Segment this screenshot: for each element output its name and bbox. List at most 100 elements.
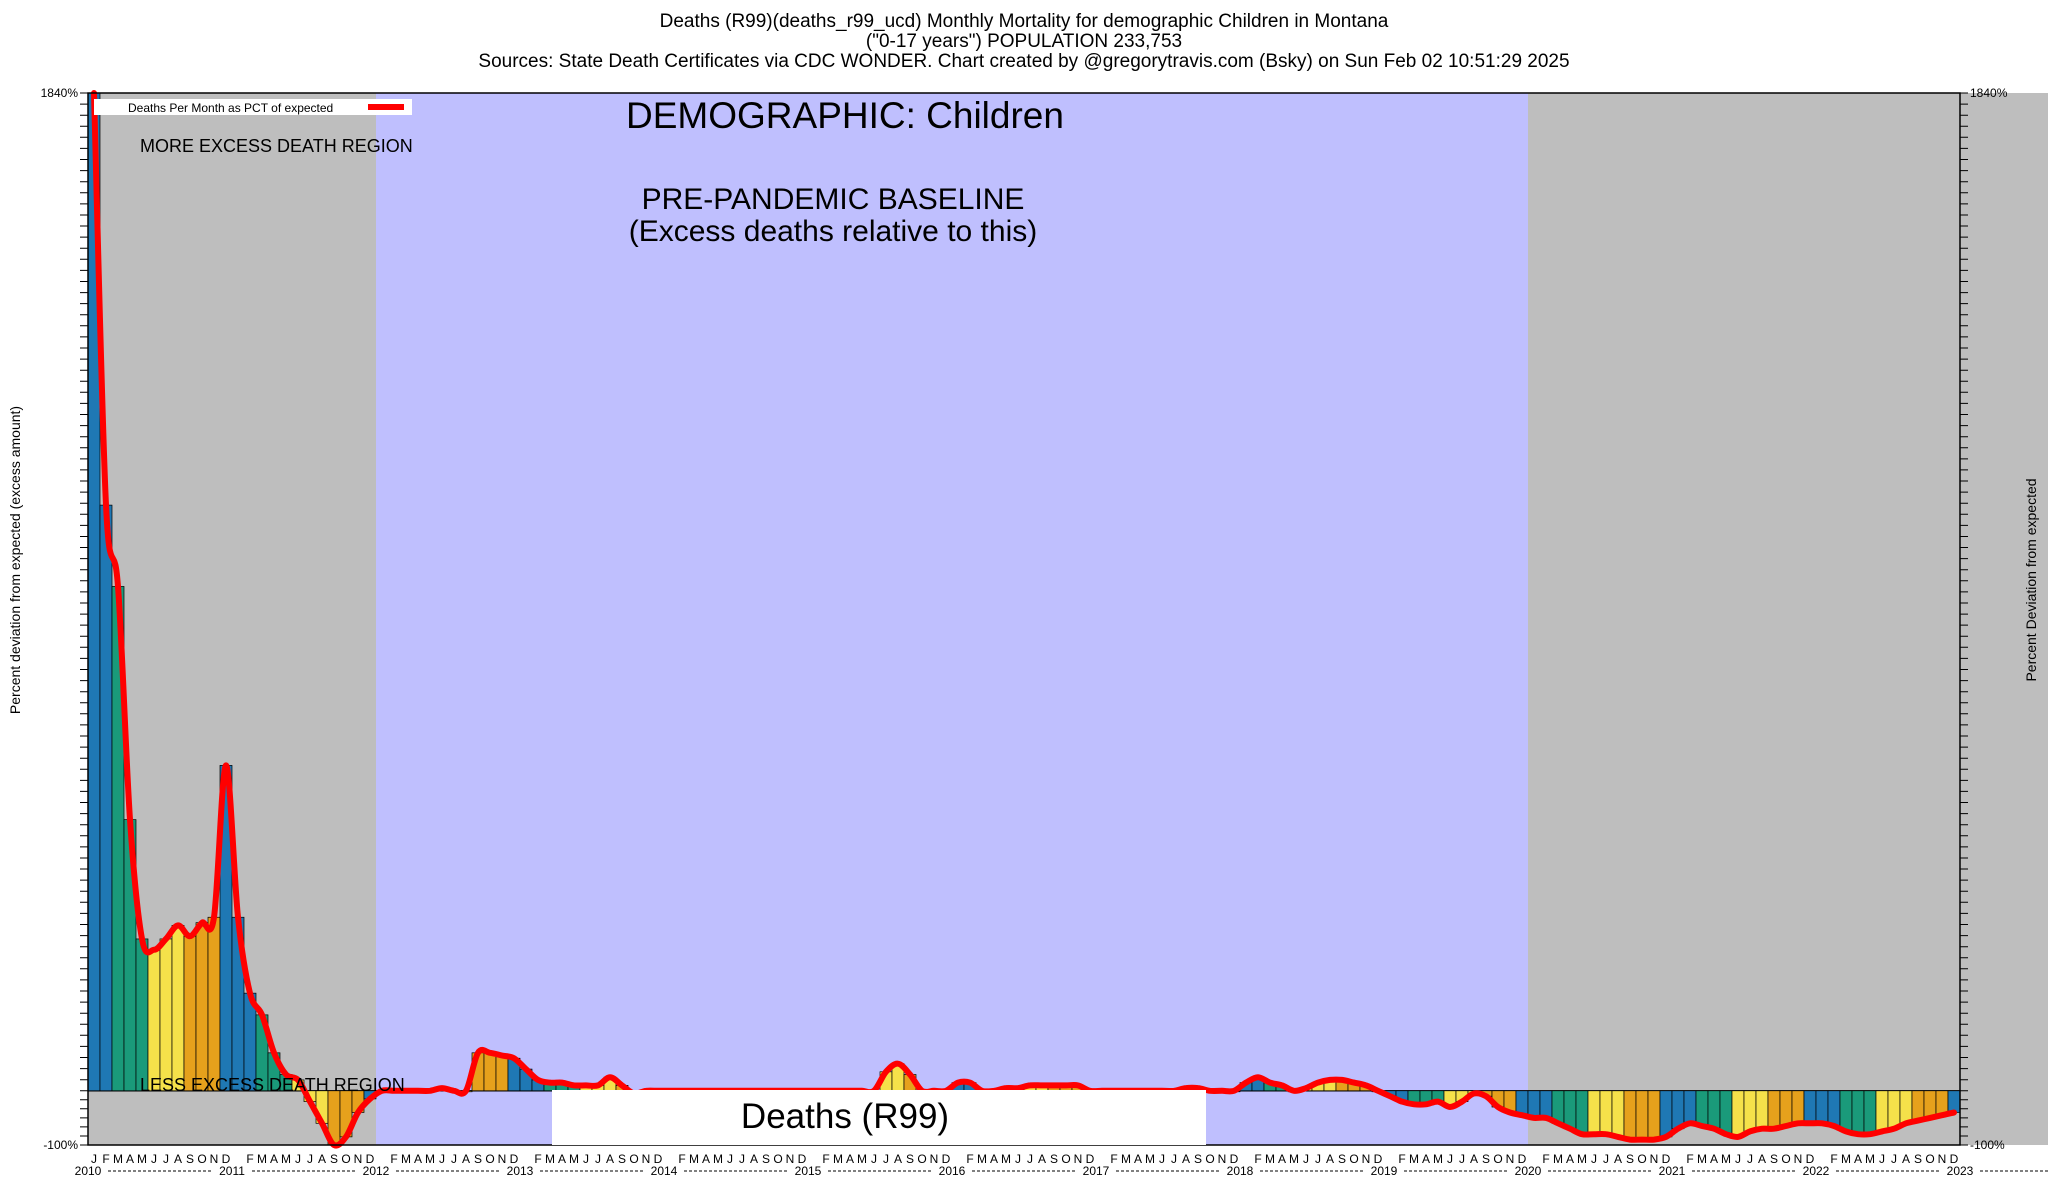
x-month-label: J (1603, 1152, 1609, 1166)
x-month-label: D (1806, 1152, 1815, 1166)
x-month-label: A (990, 1152, 998, 1166)
x-year-label: 2016 (939, 1164, 966, 1178)
x-month-label: F (678, 1152, 685, 1166)
x-year-label: 2018 (1227, 1164, 1254, 1178)
x-month-label: J (163, 1152, 169, 1166)
bar-121 (1539, 1090, 1553, 1119)
x-month-label: M (425, 1152, 435, 1166)
x-month-label: D (1230, 1152, 1239, 1166)
bar-148 (1863, 1090, 1877, 1135)
x-month-label: J (91, 1152, 97, 1166)
x-month-label: M (1121, 1152, 1131, 1166)
x-month-label: N (930, 1152, 939, 1166)
bar-9 (195, 922, 209, 1092)
x-month-label: A (1134, 1152, 1142, 1166)
x-month-label: J (1015, 1152, 1021, 1166)
x-month-label: A (1422, 1152, 1430, 1166)
x-month-label: M (1001, 1152, 1011, 1166)
x-month-label: J (1747, 1152, 1753, 1166)
demographic-label: DEMOGRAPHIC: Children (626, 95, 1064, 136)
x-month-label: J (1891, 1152, 1897, 1166)
x-month-label: M (113, 1152, 123, 1166)
x-month-label: D (1518, 1152, 1527, 1166)
x-month-label: J (451, 1152, 457, 1166)
x-month-label: D (1662, 1152, 1671, 1166)
bar-127 (1611, 1090, 1625, 1138)
x-month-label: J (1447, 1152, 1453, 1166)
x-month-label: N (354, 1152, 363, 1166)
x-month-label: F (1398, 1152, 1405, 1166)
x-month-label: J (739, 1152, 745, 1166)
less-excess-label: LESS EXCESS DEATH REGION (140, 1075, 405, 1095)
x-month-label: J (1315, 1152, 1321, 1166)
baseline-sublabel: (Excess deaths relative to this) (629, 215, 1038, 248)
x-month-label: F (1542, 1152, 1549, 1166)
x-year-label: 2013 (507, 1164, 534, 1178)
x-month-label: A (894, 1152, 902, 1166)
x-month-label: S (1482, 1152, 1490, 1166)
bar-152 (1911, 1090, 1925, 1121)
y-tick-label: -100% (43, 1138, 78, 1152)
bar-140 (1767, 1090, 1781, 1130)
chart-source-line: Sources: State Death Certificates via CD… (478, 51, 1570, 72)
x-month-label: O (1925, 1152, 1934, 1166)
x-month-label: N (1074, 1152, 1083, 1166)
bar-141 (1779, 1090, 1793, 1127)
bar-144 (1815, 1090, 1829, 1124)
x-month-label: M (281, 1152, 291, 1166)
x-month-label: J (1735, 1152, 1741, 1166)
x-month-label: F (390, 1152, 397, 1166)
bar-1 (99, 504, 113, 1092)
x-month-label: J (439, 1152, 445, 1166)
x-month-label: M (1289, 1152, 1299, 1166)
x-month-label: A (1038, 1152, 1046, 1166)
bar-34 (495, 1055, 509, 1092)
y-tick-label-right: -100% (1970, 1138, 2005, 1152)
x-month-label: D (1086, 1152, 1095, 1166)
x-month-label: M (257, 1152, 267, 1166)
x-month-label: A (846, 1152, 854, 1166)
bar-135 (1707, 1090, 1721, 1130)
bar-138 (1743, 1090, 1757, 1132)
x-month-label: N (1938, 1152, 1947, 1166)
y-axis-label-right: Percent Deviation from expected (2023, 478, 2039, 681)
x-month-label: O (773, 1152, 782, 1166)
bar-153 (1923, 1090, 1937, 1119)
x-month-label: A (750, 1152, 758, 1166)
x-month-label: M (545, 1152, 555, 1166)
x-year-label: 2011 (219, 1164, 245, 1178)
x-month-label: S (474, 1152, 482, 1166)
x-month-label: A (1710, 1152, 1718, 1166)
x-month-label: N (1506, 1152, 1515, 1166)
bar-6 (159, 938, 173, 1092)
x-year-label: 2017 (1083, 1164, 1110, 1178)
x-year-label: 2020 (1515, 1164, 1542, 1178)
bar-5 (147, 949, 161, 1092)
bar-142 (1791, 1090, 1805, 1124)
x-month-label: D (798, 1152, 807, 1166)
x-month-label: D (942, 1152, 951, 1166)
bar-143 (1803, 1090, 1817, 1124)
x-month-label: F (102, 1152, 109, 1166)
x-month-label: A (606, 1152, 614, 1166)
x-month-label: A (1182, 1152, 1190, 1166)
x-month-label: O (197, 1152, 206, 1166)
x-month-label: N (210, 1152, 219, 1166)
bar-129 (1635, 1090, 1649, 1140)
x-month-label: M (689, 1152, 699, 1166)
x-month-label: A (318, 1152, 326, 1166)
y-axis-label-left: Percent deviation from expected (excess … (7, 406, 23, 714)
more-excess-label: MORE EXCESS DEATH REGION (140, 136, 413, 156)
x-month-label: J (1027, 1152, 1033, 1166)
x-month-label: M (1145, 1152, 1155, 1166)
bar-146 (1839, 1090, 1853, 1132)
legend-box (94, 99, 412, 115)
x-month-label: J (883, 1152, 889, 1166)
y-axis-ticks (80, 92, 1968, 1146)
x-month-label: D (1374, 1152, 1383, 1166)
bar-136 (1719, 1090, 1733, 1135)
x-month-label: A (414, 1152, 422, 1166)
x-month-label: D (654, 1152, 663, 1166)
x-month-label: M (1841, 1152, 1851, 1166)
